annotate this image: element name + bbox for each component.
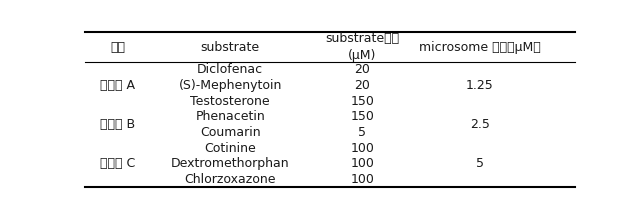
Text: Phenacetin: Phenacetin	[195, 110, 265, 123]
Text: 5: 5	[476, 157, 484, 170]
Text: Diclofenac: Diclofenac	[197, 63, 263, 76]
Text: Dextromethorphan: Dextromethorphan	[171, 157, 290, 170]
Text: microsome 농도（μM）: microsome 농도（μM）	[419, 41, 541, 54]
Text: 20: 20	[355, 79, 370, 92]
Text: 2.5: 2.5	[470, 118, 489, 131]
Text: 혼합물 B: 혼합물 B	[100, 118, 135, 131]
Text: 1.25: 1.25	[466, 79, 494, 92]
Text: (μM): (μM)	[348, 49, 377, 62]
Text: Testosterone: Testosterone	[191, 95, 270, 108]
Text: Cotinine: Cotinine	[204, 141, 256, 155]
Text: substrate: substrate	[201, 41, 260, 54]
Text: 분류: 분류	[110, 41, 126, 54]
Text: 혼합물 A: 혼합물 A	[100, 79, 135, 92]
Text: 혼합물 C: 혼합물 C	[100, 157, 135, 170]
Text: 20: 20	[355, 63, 370, 76]
Text: 100: 100	[350, 141, 374, 155]
Text: 150: 150	[350, 95, 374, 108]
Text: 100: 100	[350, 157, 374, 170]
Text: substrate농도: substrate농도	[325, 32, 399, 45]
Text: 100: 100	[350, 173, 374, 186]
Text: Chlorzoxazone: Chlorzoxazone	[184, 173, 276, 186]
Text: 150: 150	[350, 110, 374, 123]
Text: 5: 5	[359, 126, 366, 139]
Text: Coumarin: Coumarin	[200, 126, 261, 139]
Text: (S)-Mephenytoin: (S)-Mephenytoin	[178, 79, 282, 92]
